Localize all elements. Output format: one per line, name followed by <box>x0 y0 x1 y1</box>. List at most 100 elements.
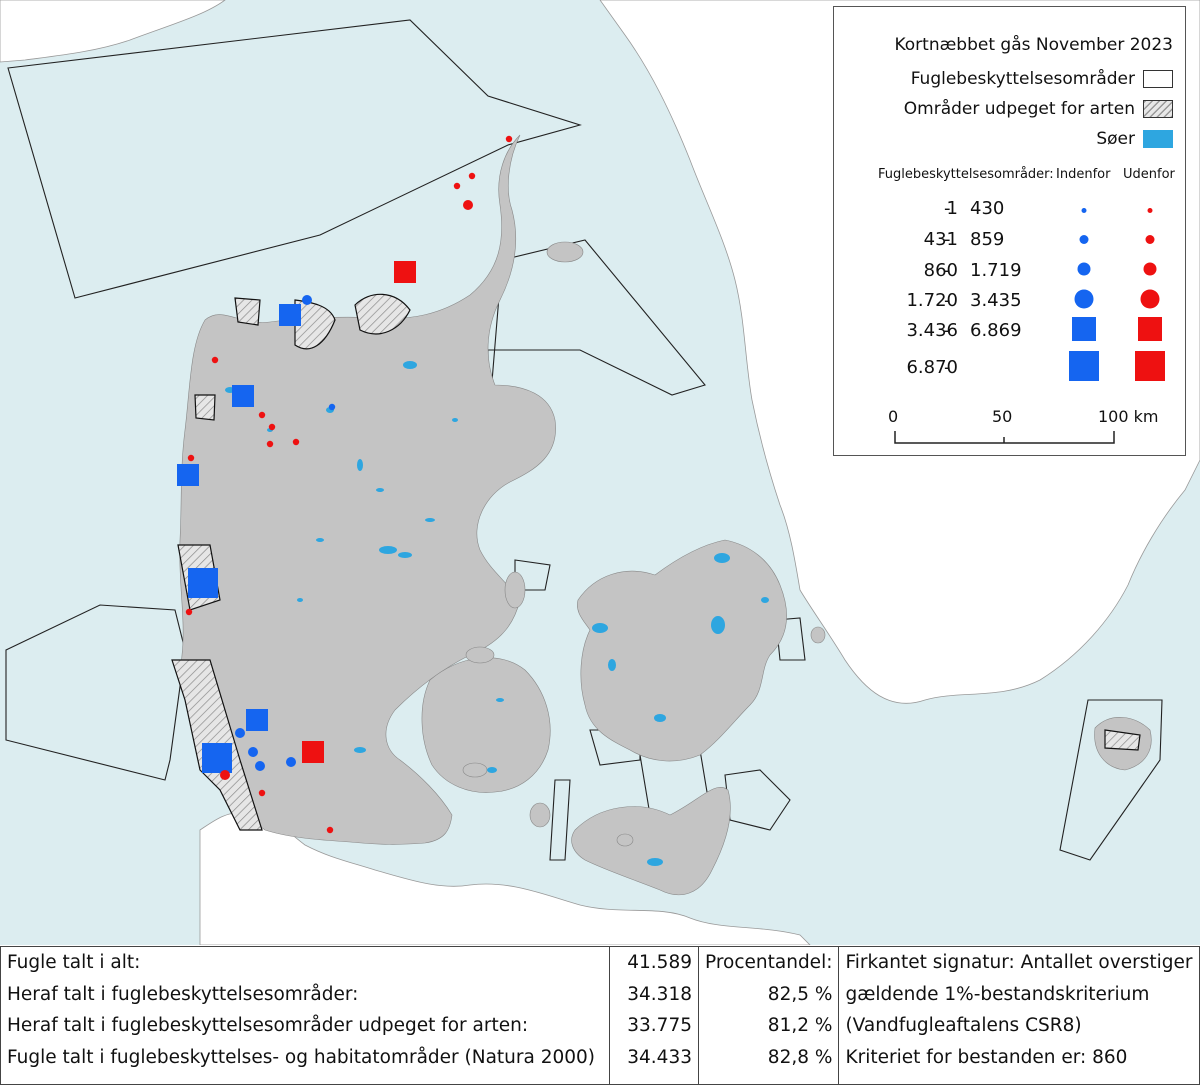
inside-observation-marker <box>302 295 312 305</box>
legend-item-label: Områder udpeget for arten <box>903 99 1135 119</box>
jutland <box>179 134 556 845</box>
legend-class-from: 1 <box>946 198 958 219</box>
funen <box>421 657 551 793</box>
outside-observation-marker <box>185 608 193 616</box>
outside-observation-marker <box>258 789 266 797</box>
inside-observation-marker <box>286 757 296 767</box>
legend-class-dash: - <box>944 357 951 378</box>
stats-count: 41.589 <box>627 952 692 973</box>
stats-note: gældende 1%-bestandskriterium <box>845 983 1150 1005</box>
inside-observation-marker <box>248 747 258 757</box>
legend-inside-symbol <box>1069 351 1099 385</box>
lolland-falster <box>571 787 731 896</box>
outside-observation-marker <box>326 826 334 834</box>
inside-observation-marker <box>328 403 336 411</box>
observation-symbols <box>177 135 513 834</box>
outside-observation-marker <box>258 411 266 419</box>
outside-observation-marker <box>211 356 219 364</box>
legend-class-from: 431 <box>923 229 958 250</box>
stats-percent: 81,2 % <box>767 1015 833 1036</box>
legend-outside-symbol <box>1138 317 1162 345</box>
stats-note: (Vandfugleaftalens CSR8) <box>845 1015 1082 1036</box>
legend-item-lakes: Søer <box>1096 129 1173 149</box>
lake-swatch-icon <box>1143 130 1173 148</box>
outside-observation-marker <box>268 423 276 431</box>
legend-class-from: 3.436 <box>906 320 958 341</box>
legend-title: Kortnæbbet gås November 2023 <box>894 35 1173 55</box>
stats-labels-cell: Fugle talt i alt: Heraf talt i fuglebesk… <box>0 946 610 1085</box>
legend-class-to: 430 <box>970 198 1005 219</box>
white-swatch-icon <box>1143 70 1173 88</box>
legend-class-dash: - <box>944 198 951 219</box>
legend-class-from: 860 <box>923 260 958 281</box>
stats-percent-header: Procentandel: <box>705 952 833 973</box>
legend-class-dash: - <box>944 260 951 281</box>
stats-counts-cell: 41.589 34.318 33.775 34.433 <box>609 946 699 1085</box>
zealand <box>577 539 787 762</box>
legend-item-label: Søer <box>1096 129 1135 149</box>
scale-label-0: 0 <box>888 407 899 426</box>
stats-note: Kriteriet for bestanden er: 860 <box>845 1046 1128 1068</box>
legend-inside-symbol <box>1076 261 1092 281</box>
outside-observation-marker <box>292 438 300 446</box>
outside-observation-marker <box>463 200 473 210</box>
stats-label: Fugle talt i fuglebeskyttelses- og habit… <box>7 1046 596 1068</box>
stats-label: Fugle talt i alt: <box>7 952 141 973</box>
inside-observation-marker <box>202 743 232 773</box>
legend-inside-symbol <box>1080 200 1088 219</box>
legend-class-to: 859 <box>970 229 1005 250</box>
scale-label-100: 100 km <box>1098 407 1159 426</box>
outside-observation-marker <box>187 454 195 462</box>
norway-coast <box>0 0 226 63</box>
legend-outside-symbol <box>1142 261 1158 281</box>
inside-observation-marker <box>232 385 254 407</box>
legend-class-to: 6.869 <box>970 320 1022 341</box>
legend-class-to: 3.435 <box>970 290 1022 311</box>
hatch-swatch-icon <box>1143 100 1173 118</box>
map-legend: Kortnæbbet gås November 2023 Fuglebeskyt… <box>833 6 1186 456</box>
legend-class-dash: - <box>944 229 951 250</box>
legend-outside-symbol <box>1144 231 1156 250</box>
inside-observation-marker <box>177 464 199 486</box>
scale-bar <box>894 431 1115 444</box>
legend-class-dash: - <box>944 290 951 311</box>
outside-observation-marker <box>266 440 274 448</box>
outside-observation-marker <box>220 770 230 780</box>
legend-outside-symbol <box>1139 288 1161 314</box>
stats-percent-cell: Procentandel: 82,5 % 81,2 % 82,8 % <box>697 946 840 1085</box>
inside-observation-marker <box>279 304 301 326</box>
legend-outside-symbol <box>1146 200 1154 219</box>
lakes <box>225 361 769 866</box>
stats-label: Heraf talt i fuglebeskyttelsesområder: <box>7 983 359 1005</box>
legend-item-designated-areas: Områder udpeget for arten <box>904 99 1173 119</box>
legend-inside-label: Indenfor <box>1056 167 1111 182</box>
inside-observation-marker <box>255 761 265 771</box>
legend-item-protection-areas: Fuglebeskyttelsesområder <box>911 69 1173 89</box>
outside-observation-marker <box>468 172 476 180</box>
stats-percent: 82,5 % <box>767 983 833 1005</box>
outside-observation-marker <box>394 261 416 283</box>
legend-inside-symbol <box>1078 231 1090 250</box>
legend-header-label: Fuglebeskyttelsesområder: <box>878 167 1054 182</box>
outside-observation-marker <box>453 182 461 190</box>
stats-count: 34.318 <box>627 983 692 1005</box>
legend-class-dash: - <box>944 320 951 341</box>
legend-inside-symbol <box>1072 317 1096 345</box>
scale-label-50: 50 <box>992 407 1013 426</box>
legend-class-from: 6.870 <box>906 357 958 378</box>
outside-observation-marker <box>302 741 324 763</box>
stats-count: 33.775 <box>627 1015 692 1036</box>
inside-observation-marker <box>188 568 218 598</box>
outside-observation-marker <box>505 135 513 143</box>
inside-observation-marker <box>246 709 268 731</box>
small-islands <box>462 241 826 847</box>
stats-count: 34.433 <box>627 1046 692 1068</box>
inside-observation-marker <box>235 728 245 738</box>
stats-notes-cell: Firkantet signatur: Antallet overstiger … <box>838 946 1200 1085</box>
statistics-table: Fugle talt i alt: Heraf talt i fuglebesk… <box>0 946 1200 1085</box>
stats-label: Heraf talt i fuglebeskyttelsesområder ud… <box>7 1015 529 1036</box>
stats-percent: 82,8 % <box>767 1046 833 1068</box>
legend-class-from: 1.720 <box>906 290 958 311</box>
stats-note: Firkantet signatur: Antallet overstiger <box>845 952 1193 973</box>
legend-outside-symbol <box>1135 351 1165 385</box>
